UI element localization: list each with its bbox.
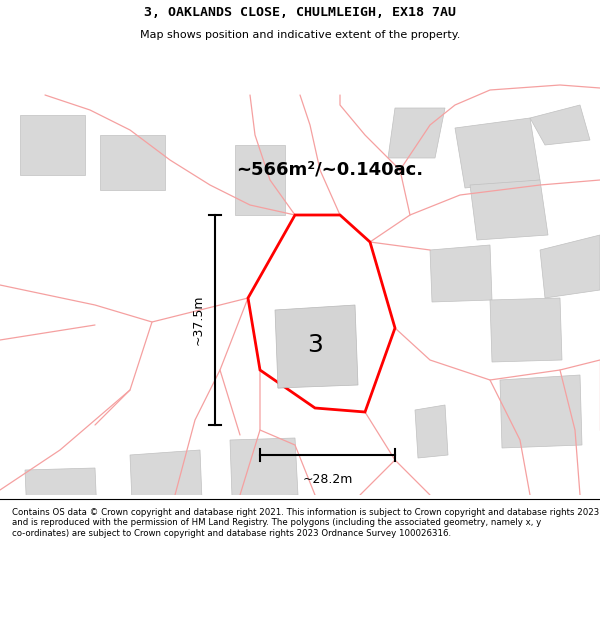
Polygon shape [540, 235, 600, 298]
Text: Contains OS data © Crown copyright and database right 2021. This information is : Contains OS data © Crown copyright and d… [12, 508, 599, 538]
Polygon shape [490, 298, 562, 362]
Polygon shape [388, 108, 445, 158]
Polygon shape [235, 145, 285, 215]
Text: 3: 3 [307, 333, 323, 357]
Polygon shape [530, 105, 590, 145]
Polygon shape [500, 375, 582, 448]
Polygon shape [25, 468, 97, 517]
Polygon shape [415, 405, 448, 458]
Polygon shape [230, 438, 298, 497]
Text: 3, OAKLANDS CLOSE, CHULMLEIGH, EX18 7AU: 3, OAKLANDS CLOSE, CHULMLEIGH, EX18 7AU [144, 6, 456, 19]
Text: Map shows position and indicative extent of the property.: Map shows position and indicative extent… [140, 30, 460, 40]
Polygon shape [248, 215, 395, 412]
Polygon shape [430, 245, 492, 302]
Text: ~28.2m: ~28.2m [302, 473, 353, 486]
Polygon shape [100, 135, 165, 190]
Polygon shape [20, 115, 85, 175]
Polygon shape [130, 450, 202, 502]
Polygon shape [275, 305, 358, 388]
Polygon shape [470, 180, 548, 240]
Text: ~37.5m: ~37.5m [192, 295, 205, 345]
Polygon shape [275, 305, 358, 388]
Text: ~566m²/~0.140ac.: ~566m²/~0.140ac. [236, 161, 424, 179]
Polygon shape [455, 118, 540, 188]
